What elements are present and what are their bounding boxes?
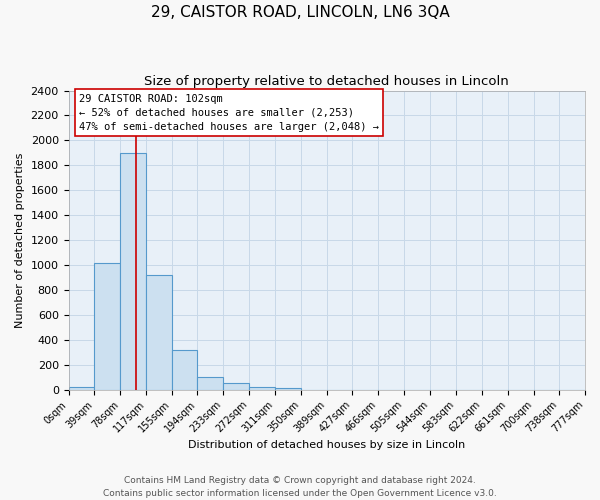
X-axis label: Distribution of detached houses by size in Lincoln: Distribution of detached houses by size … xyxy=(188,440,466,450)
Text: 29, CAISTOR ROAD, LINCOLN, LN6 3QA: 29, CAISTOR ROAD, LINCOLN, LN6 3QA xyxy=(151,5,449,20)
Text: 29 CAISTOR ROAD: 102sqm
← 52% of detached houses are smaller (2,253)
47% of semi: 29 CAISTOR ROAD: 102sqm ← 52% of detache… xyxy=(79,94,379,132)
Bar xyxy=(250,387,275,390)
Title: Size of property relative to detached houses in Lincoln: Size of property relative to detached ho… xyxy=(145,75,509,88)
Bar xyxy=(275,388,301,390)
Bar xyxy=(94,262,121,390)
Bar xyxy=(197,376,223,390)
Bar xyxy=(223,384,250,390)
Bar xyxy=(172,350,197,390)
Bar xyxy=(146,275,172,390)
Text: Contains HM Land Registry data © Crown copyright and database right 2024.
Contai: Contains HM Land Registry data © Crown c… xyxy=(103,476,497,498)
Bar xyxy=(68,387,94,390)
Y-axis label: Number of detached properties: Number of detached properties xyxy=(15,152,25,328)
Bar xyxy=(121,153,146,390)
